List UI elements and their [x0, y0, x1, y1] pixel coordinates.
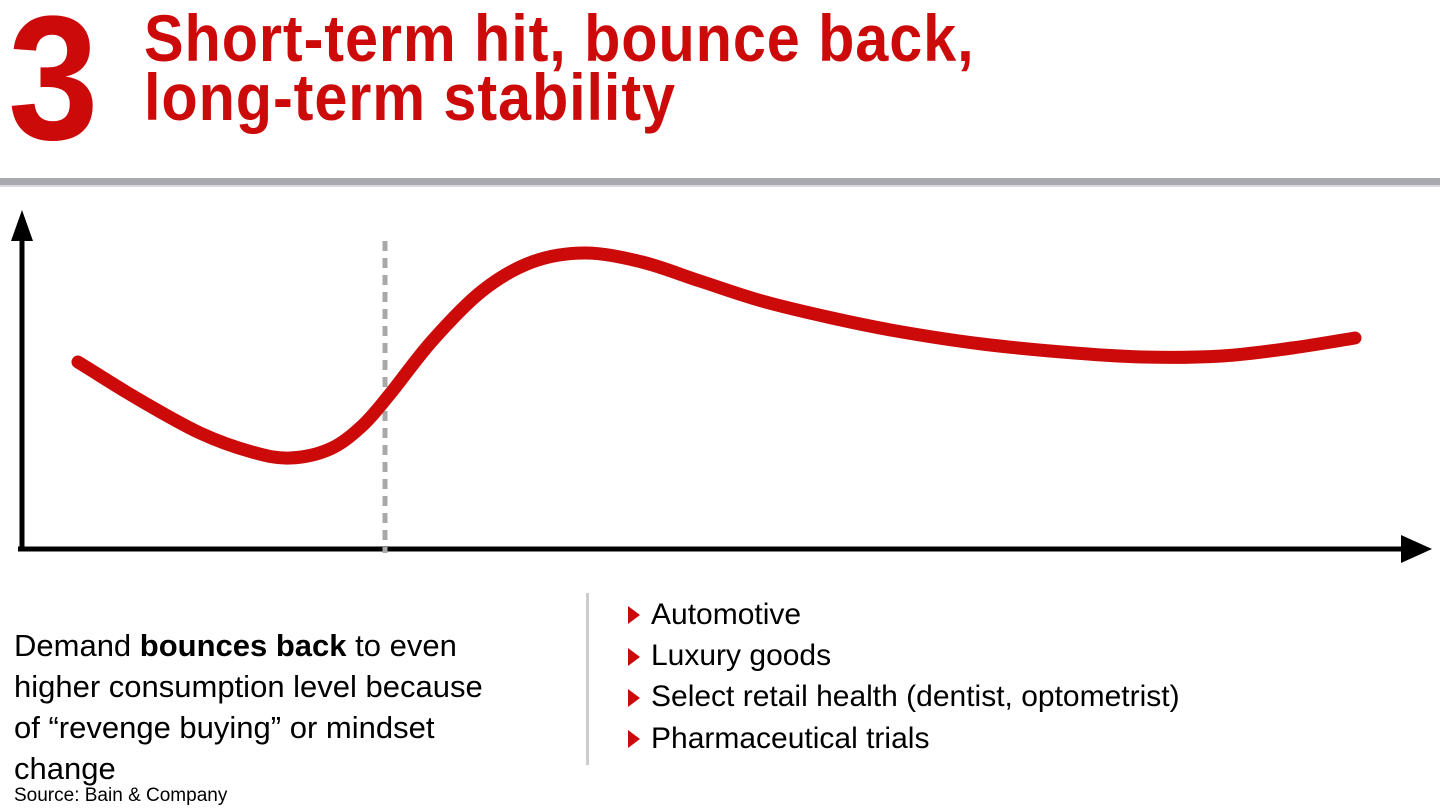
scenario-number: 3	[8, 0, 99, 177]
title-line-2: long-term stability	[144, 60, 676, 134]
note-bold: bounces back	[139, 628, 347, 663]
list-item-retail-health: Select retail health (dentist, optometri…	[628, 677, 1180, 718]
bullet-triangle-icon	[628, 606, 640, 625]
list-item-label: Select retail health (dentist, optometri…	[651, 680, 1180, 714]
demand-curve	[71, 246, 1362, 465]
page-title: Short-term hit, bounce back, long-term st…	[144, 5, 975, 130]
source-note: Source: Bain & Company	[14, 785, 228, 806]
note-pre: Demand	[14, 628, 140, 663]
industry-list: Automotive Luxury goods Select retail he…	[628, 594, 1180, 760]
note-post: to even higher consumption level because…	[14, 628, 483, 786]
bullet-triangle-icon	[628, 647, 640, 666]
demand-note: Demand bounces back to even higher consu…	[14, 625, 492, 789]
vertical-separator	[586, 593, 589, 765]
header-divider-bar	[0, 178, 1440, 187]
y-axis-arrowhead-icon	[11, 210, 33, 241]
list-item-label: Luxury goods	[651, 639, 832, 673]
list-item-pharma-trials: Pharmaceutical trials	[628, 718, 1180, 759]
bullet-triangle-icon	[628, 688, 640, 707]
x-axis-arrowhead-icon	[1401, 535, 1432, 563]
title-line-1: Short-term hit, bounce back,	[144, 1, 975, 75]
list-item-label: Pharmaceutical trials	[651, 721, 930, 755]
list-item-automotive: Automotive	[628, 594, 1180, 635]
list-item-luxury-goods: Luxury goods	[628, 635, 1180, 676]
list-item-label: Automotive	[651, 597, 802, 631]
bullet-triangle-icon	[628, 730, 640, 749]
